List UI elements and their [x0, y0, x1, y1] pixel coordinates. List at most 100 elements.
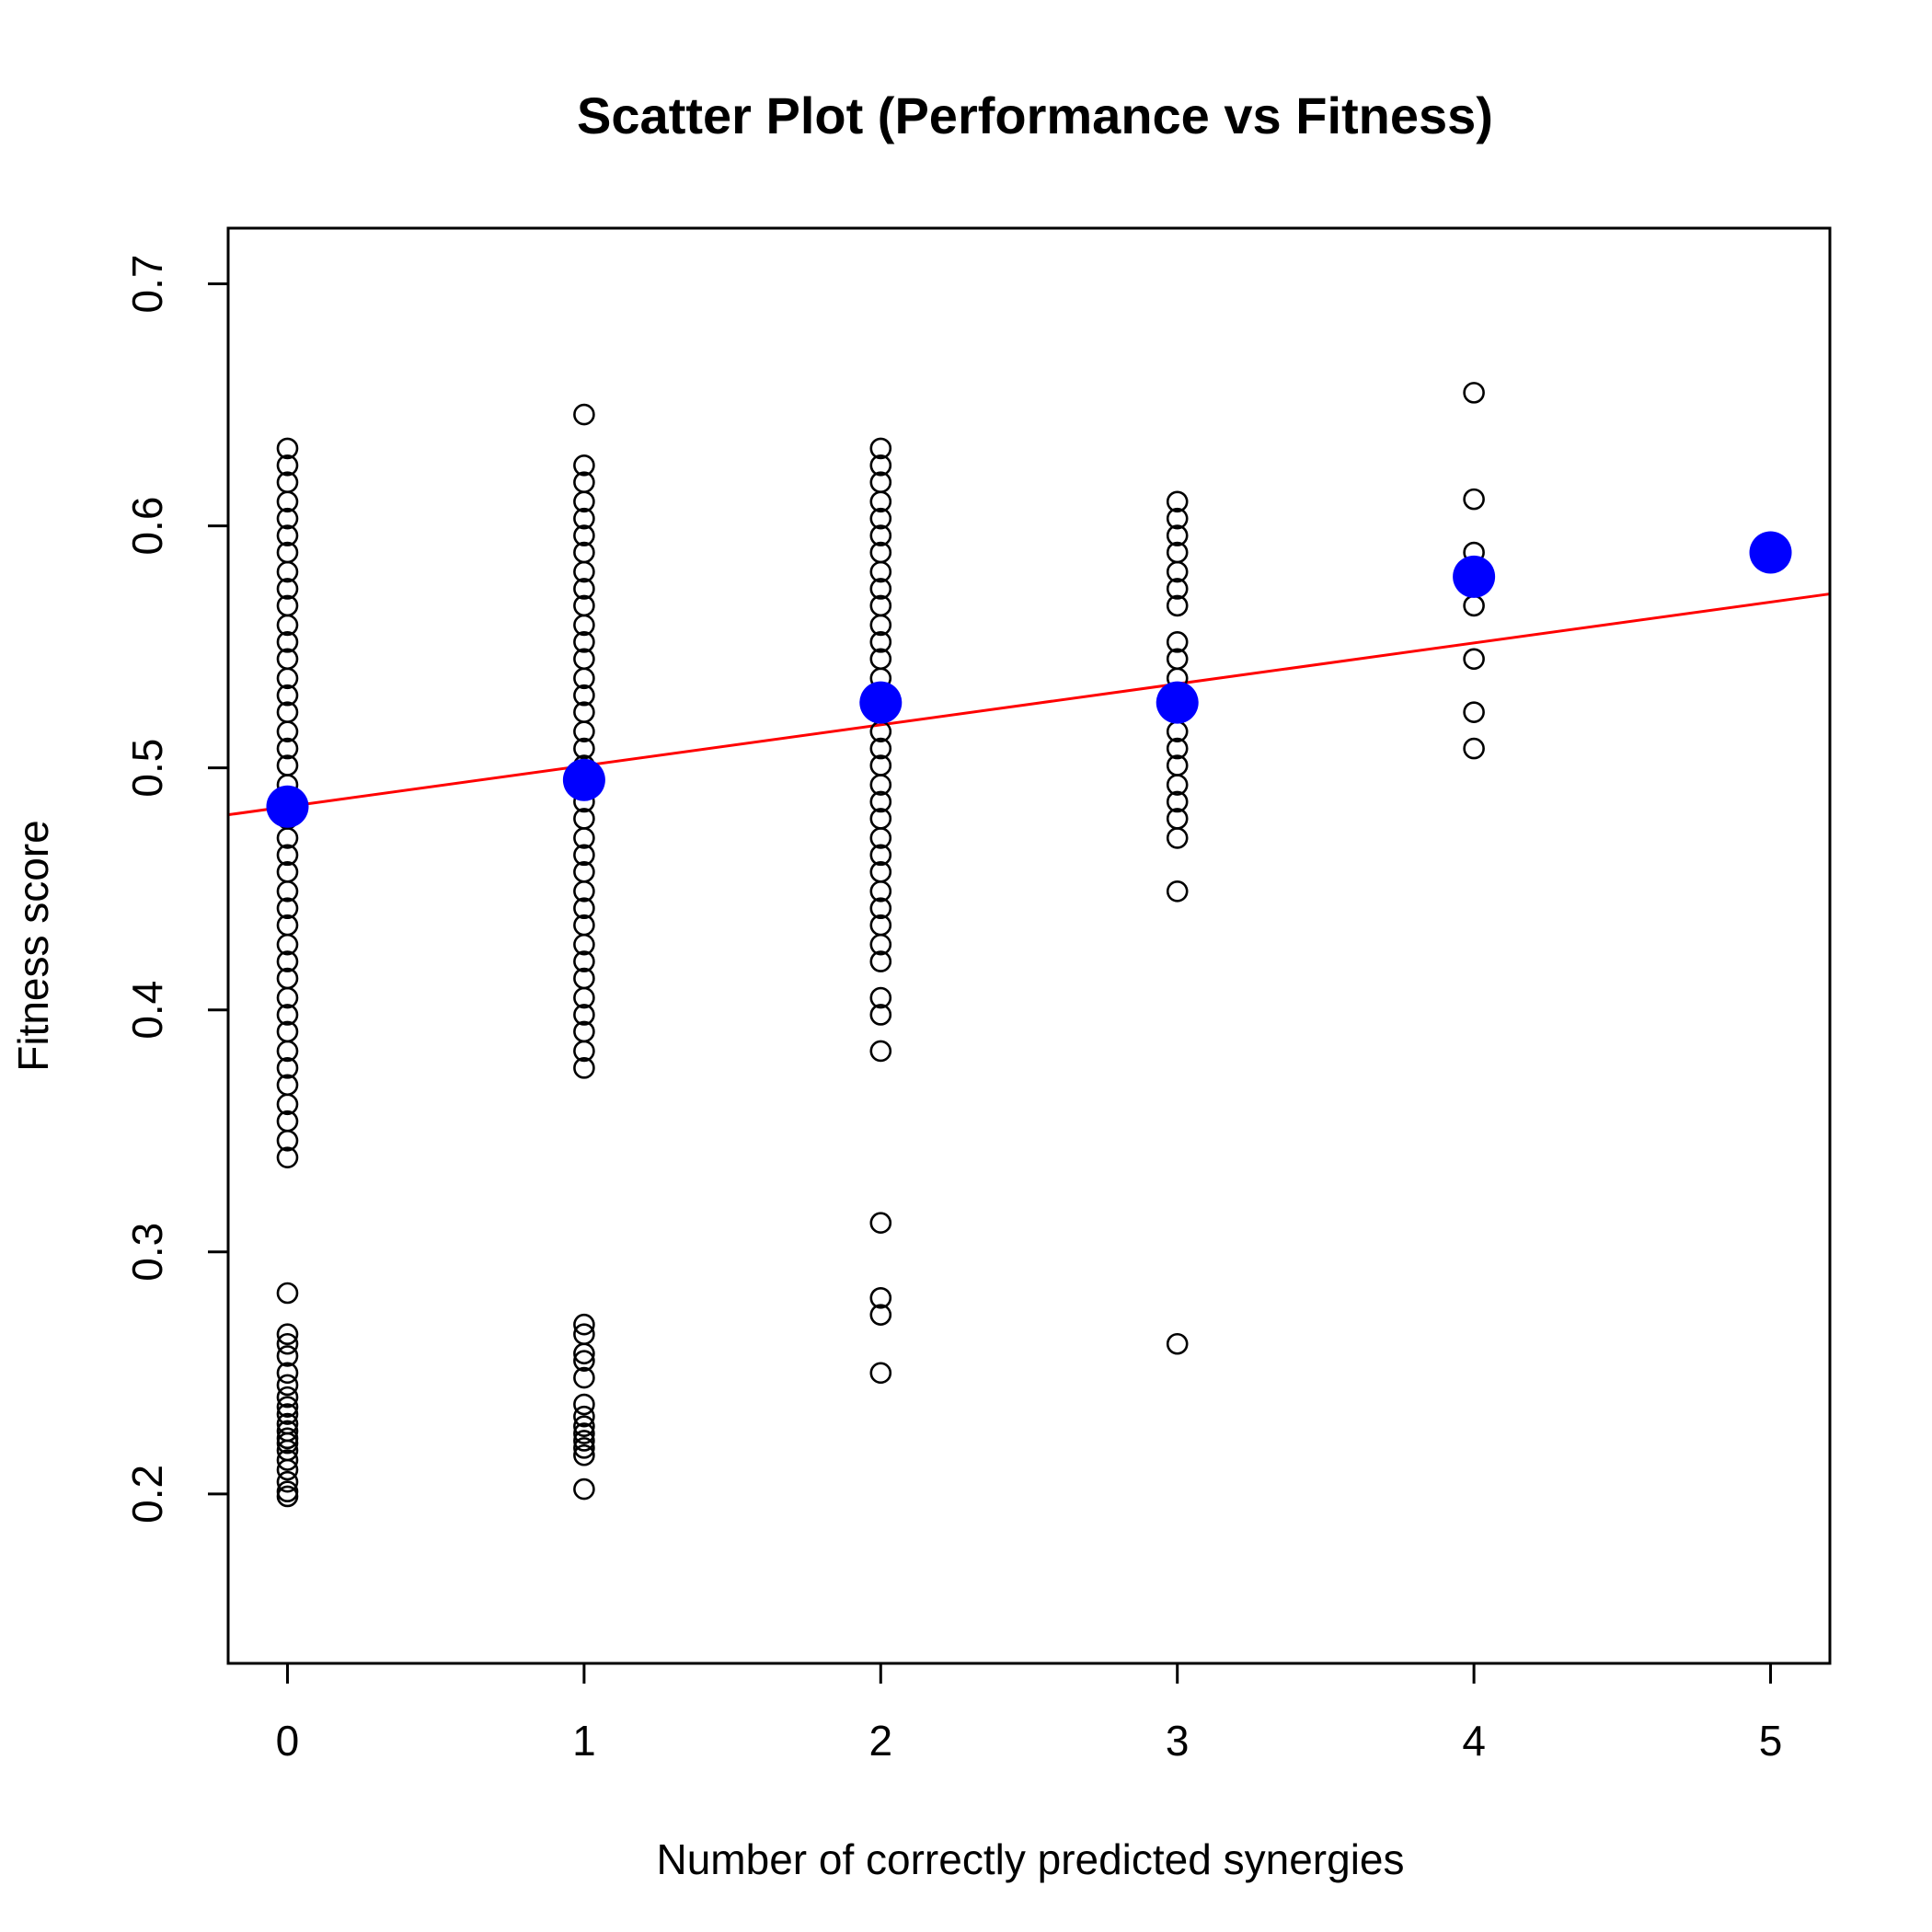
y-axis-label: Fitness score	[9, 820, 57, 1072]
plot-frame	[226, 226, 1832, 1665]
x-tick-label: 4	[1462, 1717, 1486, 1765]
data-point	[573, 1393, 595, 1416]
data-point	[276, 1146, 299, 1168]
data-point	[276, 1374, 299, 1397]
data-point	[573, 1415, 595, 1437]
data-point	[1166, 490, 1189, 513]
data-point	[869, 1362, 892, 1385]
x-axis-label: Number of correctly predicted synergies	[657, 1835, 1405, 1883]
chart-title: Scatter Plot (Performance vs Fitness)	[577, 86, 1493, 144]
data-point	[276, 1458, 299, 1481]
data-point	[276, 507, 299, 530]
data-point	[1463, 382, 1485, 404]
data-point	[869, 524, 892, 546]
data-point	[276, 1386, 299, 1409]
data-point	[869, 454, 892, 477]
data-point	[573, 1342, 595, 1365]
data-point	[276, 1057, 299, 1079]
data-point	[869, 578, 892, 600]
data-point	[1463, 737, 1485, 760]
x-tick-label: 2	[868, 1717, 892, 1765]
mean-point	[562, 758, 605, 801]
data-point	[276, 1485, 299, 1508]
data-point	[276, 1282, 299, 1305]
data-point	[869, 614, 892, 637]
data-point	[276, 827, 299, 849]
data-point	[276, 490, 299, 513]
data-point	[276, 1403, 299, 1425]
data-point	[1166, 578, 1189, 600]
x-tick-label: 0	[276, 1717, 300, 1765]
data-point	[276, 631, 299, 653]
data-point	[869, 897, 892, 920]
data-point	[276, 667, 299, 690]
data-point	[573, 1057, 595, 1079]
data-point	[276, 437, 299, 460]
data-point	[573, 684, 595, 707]
data-point	[276, 720, 299, 742]
data-point	[1166, 631, 1189, 653]
data-point	[573, 880, 595, 903]
data-point	[276, 844, 299, 867]
data-point	[573, 1040, 595, 1063]
data-point	[573, 720, 595, 742]
data-point	[276, 560, 299, 583]
y-tick-label: 0.2	[123, 1465, 171, 1524]
y-tick-label: 0.7	[123, 255, 171, 314]
data-point	[869, 1040, 892, 1063]
data-point	[573, 933, 595, 956]
data-point	[276, 950, 299, 972]
data-point	[276, 1362, 299, 1385]
data-point	[1166, 507, 1189, 530]
data-point	[1463, 701, 1485, 723]
y-tick-label: 0.3	[123, 1223, 171, 1282]
data-point	[1166, 737, 1189, 760]
data-point	[869, 880, 892, 903]
data-point	[276, 1332, 299, 1355]
y-tick-label: 0.4	[123, 981, 171, 1040]
data-point	[869, 933, 892, 956]
data-point	[276, 933, 299, 956]
data-point	[276, 1449, 299, 1471]
data-point	[276, 737, 299, 760]
data-point	[1463, 488, 1485, 511]
data-point	[573, 897, 595, 920]
data-point	[573, 454, 595, 477]
y-tick-label: 0.6	[123, 497, 171, 556]
data-point	[573, 403, 595, 426]
data-point	[573, 578, 595, 600]
data-point	[869, 1212, 892, 1235]
data-point	[276, 1004, 299, 1026]
data-point	[573, 560, 595, 583]
data-point	[573, 490, 595, 513]
data-point	[869, 950, 892, 972]
data-point	[1463, 594, 1485, 617]
data-point	[276, 1040, 299, 1063]
data-point	[869, 737, 892, 760]
data-point	[869, 844, 892, 867]
data-point	[869, 490, 892, 513]
data-point	[573, 614, 595, 637]
data-point	[869, 1286, 892, 1309]
data-point	[1166, 594, 1189, 617]
data-point	[276, 1470, 299, 1493]
data-point	[276, 880, 299, 903]
data-point	[869, 1004, 892, 1026]
data-point	[869, 827, 892, 849]
data-point	[869, 774, 892, 796]
data-point	[1166, 880, 1189, 903]
data-point	[869, 1304, 892, 1326]
data-point	[276, 986, 299, 1009]
data-point	[276, 578, 299, 600]
data-point	[869, 790, 892, 813]
data-point	[276, 1093, 299, 1116]
data-point	[573, 1313, 595, 1336]
data-point	[276, 1432, 299, 1455]
data-point	[573, 1405, 595, 1428]
mean-point	[1749, 531, 1792, 574]
y-axis: 0.2 0.3 0.4 0.5 0.6 0.7	[123, 255, 230, 1524]
data-point	[1166, 827, 1189, 849]
data-point	[276, 454, 299, 477]
data-point	[869, 631, 892, 653]
